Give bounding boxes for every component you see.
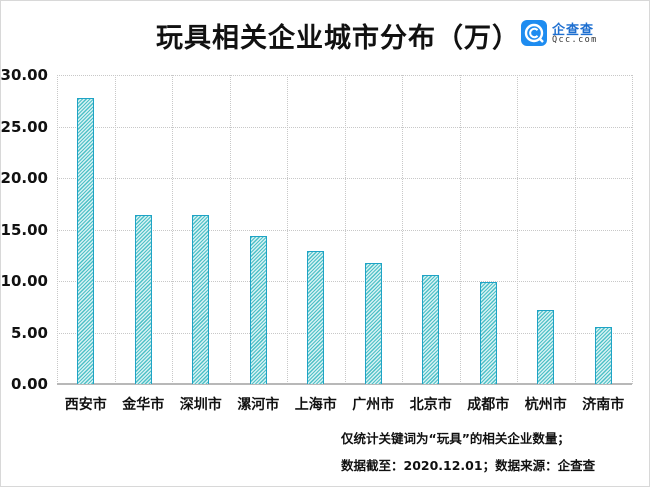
bar [134,214,152,384]
x-tick-label: 深圳市 [179,397,222,413]
bar [307,251,325,384]
x-tick-label: 上海市 [294,397,337,413]
y-tick-label: 20.00 [0,169,48,187]
x-tick-label: 济南市 [582,397,625,413]
qcc-logo-icon [521,20,547,46]
vertical-gridline [172,75,173,384]
y-tick-label: 10.00 [0,272,48,290]
note-scope: 仅统计关键词为“玩具”的相关企业数量； [341,431,570,446]
x-tick-label: 漯河市 [237,397,280,413]
bar [77,97,95,384]
bar [192,215,210,384]
vertical-gridline [402,75,403,384]
vertical-gridline [57,75,58,384]
y-tick-label: 5.00 [10,323,48,342]
x-tick-label: 广州市 [352,397,395,413]
bar [364,262,382,384]
vertical-gridline [459,75,461,384]
vertical-gridline [632,75,633,384]
y-tick-label: 30.00 [0,66,48,84]
bar [479,282,497,384]
x-tick-label: 成都市 [467,397,510,413]
bar [537,309,555,384]
vertical-gridline [229,75,231,384]
vertical-gridline [517,75,518,384]
y-tick-label: 25.00 [0,117,48,136]
x-tick-label: 杭州市 [524,397,567,413]
plot-area [57,75,633,385]
vertical-gridline [574,75,576,384]
qcc-logo: 企查查 Qcc.com [521,19,601,49]
y-tick-label: 0.00 [10,375,48,393]
x-tick-label: 金华市 [122,397,165,413]
logo-name-en: Qcc.com [552,35,598,45]
x-axis-line [57,383,632,385]
bar [594,326,612,384]
chart-title: 玩具相关企业城市分布（万） [156,23,520,54]
vertical-gridline [344,75,346,384]
bar [422,274,440,384]
vertical-gridline [114,75,116,384]
bar [249,236,267,384]
note-source: 数据截至：2020.12.01；数据来源：企查查 [341,458,596,473]
vertical-gridline [287,75,288,384]
x-tick-label: 北京市 [409,397,452,413]
logo-name-cn: 企查查 [552,23,595,38]
x-tick-label: 西安市 [64,397,107,413]
y-tick-label: 15.00 [0,220,48,239]
